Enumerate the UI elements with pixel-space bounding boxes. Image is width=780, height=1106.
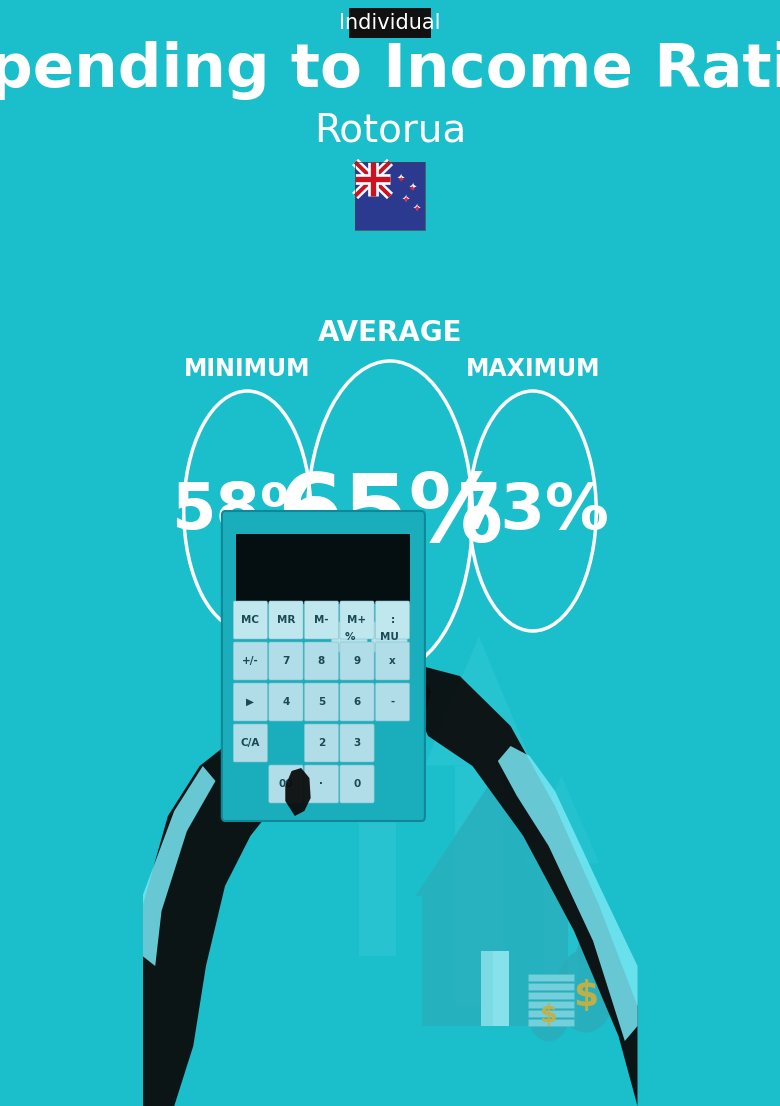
FancyBboxPatch shape <box>340 684 374 721</box>
FancyBboxPatch shape <box>528 1001 574 1008</box>
Text: :: : <box>391 615 395 625</box>
Ellipse shape <box>527 981 570 1042</box>
Text: Rotorua: Rotorua <box>314 111 466 149</box>
Text: 73%: 73% <box>456 480 609 542</box>
Text: 8: 8 <box>317 656 325 666</box>
FancyBboxPatch shape <box>304 641 339 680</box>
Text: ·: · <box>320 779 324 789</box>
Ellipse shape <box>542 974 555 991</box>
Polygon shape <box>480 951 509 1026</box>
Polygon shape <box>359 754 396 956</box>
Text: MU: MU <box>380 632 399 641</box>
Polygon shape <box>498 747 637 1041</box>
FancyBboxPatch shape <box>269 684 303 721</box>
Polygon shape <box>143 726 295 1106</box>
FancyBboxPatch shape <box>233 684 268 721</box>
Text: 65%: 65% <box>277 470 503 562</box>
Text: -: - <box>391 697 395 707</box>
Polygon shape <box>336 646 419 754</box>
Text: 4: 4 <box>282 697 289 707</box>
FancyBboxPatch shape <box>528 992 574 999</box>
Polygon shape <box>409 666 637 1106</box>
FancyBboxPatch shape <box>340 641 374 680</box>
Text: MINIMUM: MINIMUM <box>184 357 310 380</box>
Text: %: % <box>344 632 355 641</box>
FancyBboxPatch shape <box>375 684 410 721</box>
Text: 2: 2 <box>317 738 325 748</box>
Polygon shape <box>143 766 215 966</box>
Text: ✦: ✦ <box>402 195 410 205</box>
Text: C/A: C/A <box>241 738 260 748</box>
FancyBboxPatch shape <box>349 8 431 38</box>
Polygon shape <box>522 791 537 841</box>
Text: MAXIMUM: MAXIMUM <box>466 357 600 380</box>
FancyBboxPatch shape <box>269 601 303 639</box>
FancyBboxPatch shape <box>233 724 268 762</box>
FancyBboxPatch shape <box>528 983 574 990</box>
FancyBboxPatch shape <box>340 724 374 762</box>
FancyBboxPatch shape <box>528 1010 574 1018</box>
FancyBboxPatch shape <box>371 622 407 653</box>
Text: 00: 00 <box>278 779 293 789</box>
FancyBboxPatch shape <box>233 601 268 639</box>
Polygon shape <box>523 776 599 864</box>
Text: $: $ <box>540 1003 558 1026</box>
FancyBboxPatch shape <box>269 641 303 680</box>
Bar <box>480 951 494 1026</box>
Text: +/-: +/- <box>242 656 259 666</box>
Text: 5: 5 <box>317 697 325 707</box>
Ellipse shape <box>576 940 594 963</box>
Polygon shape <box>422 896 568 1026</box>
FancyBboxPatch shape <box>355 161 425 230</box>
FancyBboxPatch shape <box>233 641 268 680</box>
Text: $: $ <box>573 979 598 1013</box>
Text: ✦: ✦ <box>408 182 417 192</box>
Text: MC: MC <box>241 615 260 625</box>
Text: ✦: ✦ <box>402 195 410 204</box>
FancyBboxPatch shape <box>304 724 339 762</box>
FancyBboxPatch shape <box>340 601 374 639</box>
Ellipse shape <box>556 949 615 1033</box>
FancyBboxPatch shape <box>340 765 374 803</box>
Text: 0: 0 <box>353 779 360 789</box>
Text: x: x <box>389 656 396 666</box>
FancyBboxPatch shape <box>375 601 410 639</box>
Text: AVERAGE: AVERAGE <box>317 319 463 347</box>
Polygon shape <box>425 636 533 765</box>
Text: ▶: ▶ <box>246 697 254 707</box>
Polygon shape <box>249 735 301 801</box>
Text: Spending to Income Ratio: Spending to Income Ratio <box>0 41 780 100</box>
FancyBboxPatch shape <box>304 765 339 803</box>
FancyBboxPatch shape <box>236 534 410 604</box>
FancyBboxPatch shape <box>304 601 339 639</box>
FancyBboxPatch shape <box>528 1019 574 1026</box>
FancyBboxPatch shape <box>528 974 574 981</box>
Text: Individual: Individual <box>339 13 441 33</box>
FancyBboxPatch shape <box>375 641 410 680</box>
Text: M-: M- <box>314 615 329 625</box>
Polygon shape <box>368 666 431 731</box>
FancyBboxPatch shape <box>222 511 425 821</box>
Text: 7: 7 <box>282 656 289 666</box>
FancyBboxPatch shape <box>269 765 303 803</box>
Text: MR: MR <box>277 615 295 625</box>
Text: ✦: ✦ <box>410 184 416 192</box>
Text: 9: 9 <box>353 656 360 666</box>
Polygon shape <box>455 765 503 1006</box>
Polygon shape <box>544 864 579 1026</box>
FancyBboxPatch shape <box>304 684 339 721</box>
Text: 6: 6 <box>353 697 360 707</box>
Text: M+: M+ <box>347 615 367 625</box>
Text: ✦: ✦ <box>413 204 420 212</box>
Polygon shape <box>285 768 310 816</box>
Text: ✦: ✦ <box>413 204 420 213</box>
Text: ✦: ✦ <box>397 175 404 184</box>
Polygon shape <box>416 776 574 896</box>
FancyBboxPatch shape <box>332 622 367 653</box>
Text: 58%: 58% <box>171 480 324 542</box>
Text: ✦: ✦ <box>396 174 405 184</box>
Text: 3: 3 <box>353 738 360 748</box>
